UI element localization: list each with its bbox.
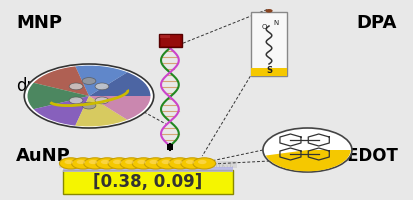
Circle shape (69, 97, 83, 104)
Bar (160, 35, 170, 38)
Text: DPA: DPA (356, 14, 396, 32)
Text: dppz: dppz (16, 77, 57, 95)
Text: PEDOT: PEDOT (336, 147, 399, 165)
Circle shape (76, 160, 85, 164)
Text: AuNP: AuNP (16, 147, 71, 165)
Text: [0.38, 0.09]: [0.38, 0.09] (93, 173, 202, 191)
Wedge shape (89, 72, 150, 96)
Circle shape (96, 158, 119, 169)
Circle shape (150, 160, 158, 164)
Wedge shape (28, 83, 89, 109)
Circle shape (113, 160, 121, 164)
Circle shape (181, 158, 204, 169)
Wedge shape (266, 150, 351, 171)
Circle shape (263, 128, 352, 172)
Circle shape (120, 158, 143, 169)
Text: S: S (266, 66, 272, 75)
Circle shape (186, 160, 195, 164)
Bar (59, 161, 237, 168)
Circle shape (157, 158, 179, 169)
Circle shape (132, 158, 155, 169)
Circle shape (174, 160, 182, 164)
Circle shape (169, 158, 191, 169)
Bar (251, 12, 287, 76)
Circle shape (64, 160, 73, 164)
Bar (63, 170, 233, 194)
Circle shape (82, 78, 96, 84)
Circle shape (95, 97, 109, 104)
Wedge shape (75, 96, 127, 126)
Circle shape (137, 160, 146, 164)
Circle shape (71, 158, 94, 169)
Bar (251, 68, 287, 76)
Wedge shape (33, 96, 89, 126)
Wedge shape (89, 96, 150, 120)
Circle shape (108, 158, 131, 169)
Circle shape (59, 158, 82, 169)
Bar (167, 144, 173, 150)
Circle shape (193, 158, 216, 169)
Text: N: N (274, 20, 279, 26)
Bar (159, 34, 182, 47)
Circle shape (82, 102, 96, 109)
Bar (161, 35, 180, 46)
Circle shape (125, 160, 134, 164)
Wedge shape (75, 66, 127, 96)
Text: O: O (261, 24, 267, 30)
Wedge shape (33, 66, 89, 96)
Text: MNP: MNP (16, 14, 62, 32)
Circle shape (266, 9, 273, 13)
Circle shape (95, 83, 109, 90)
Circle shape (24, 64, 154, 128)
Circle shape (101, 160, 109, 164)
Circle shape (145, 158, 167, 169)
Bar (63, 167, 233, 172)
Circle shape (84, 158, 107, 169)
Circle shape (198, 160, 206, 164)
Circle shape (69, 83, 83, 90)
Circle shape (161, 160, 170, 164)
Circle shape (89, 160, 97, 164)
